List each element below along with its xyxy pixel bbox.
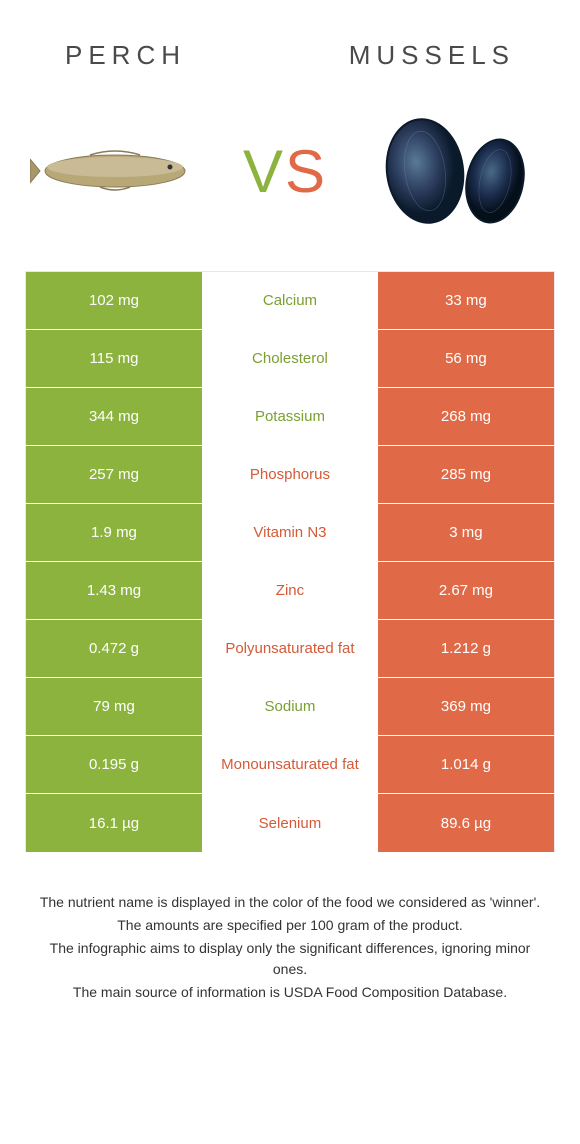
mussels-image	[365, 111, 545, 231]
vs-s: S	[285, 138, 327, 205]
value-left: 1.43 mg	[26, 562, 202, 619]
value-left: 0.195 g	[26, 736, 202, 793]
table-row: 115 mgCholesterol56 mg	[26, 330, 554, 388]
table-row: 0.195 gMonounsaturated fat1.014 g	[26, 736, 554, 794]
vs-label: VS	[243, 137, 327, 206]
title-left: Perch	[65, 40, 186, 71]
footer-line-4: The main source of information is USDA F…	[35, 982, 545, 1003]
table-row: 257 mgPhosphorus285 mg	[26, 446, 554, 504]
nutrient-label: Polyunsaturated fat	[202, 620, 378, 677]
nutrient-label: Monounsaturated fat	[202, 736, 378, 793]
images-row: VS	[25, 101, 555, 271]
nutrient-label: Sodium	[202, 678, 378, 735]
nutrient-label: Potassium	[202, 388, 378, 445]
nutrient-label: Cholesterol	[202, 330, 378, 387]
footer-notes: The nutrient name is displayed in the co…	[25, 892, 555, 1003]
nutrient-table: 102 mgCalcium33 mg115 mgCholesterol56 mg…	[25, 271, 555, 852]
value-left: 102 mg	[26, 272, 202, 329]
table-row: 344 mgPotassium268 mg	[26, 388, 554, 446]
table-row: 1.9 mgVitamin N33 mg	[26, 504, 554, 562]
value-left: 257 mg	[26, 446, 202, 503]
value-right: 2.67 mg	[378, 562, 554, 619]
table-row: 0.472 gPolyunsaturated fat1.212 g	[26, 620, 554, 678]
table-row: 1.43 mgZinc2.67 mg	[26, 562, 554, 620]
value-right: 369 mg	[378, 678, 554, 735]
value-left: 16.1 µg	[26, 794, 202, 852]
table-row: 16.1 µgSelenium89.6 µg	[26, 794, 554, 852]
title-right: Mussels	[349, 40, 515, 71]
nutrient-label: Zinc	[202, 562, 378, 619]
value-right: 285 mg	[378, 446, 554, 503]
nutrient-label: Calcium	[202, 272, 378, 329]
value-left: 79 mg	[26, 678, 202, 735]
vs-v: V	[243, 138, 285, 205]
footer-line-2: The amounts are specified per 100 gram o…	[35, 915, 545, 936]
value-left: 344 mg	[26, 388, 202, 445]
value-right: 3 mg	[378, 504, 554, 561]
table-row: 102 mgCalcium33 mg	[26, 272, 554, 330]
footer-line-1: The nutrient name is displayed in the co…	[35, 892, 545, 913]
perch-image	[25, 111, 205, 231]
table-row: 79 mgSodium369 mg	[26, 678, 554, 736]
footer-line-3: The infographic aims to display only the…	[35, 938, 545, 980]
value-right: 89.6 µg	[378, 794, 554, 852]
value-left: 115 mg	[26, 330, 202, 387]
value-right: 1.212 g	[378, 620, 554, 677]
value-left: 1.9 mg	[26, 504, 202, 561]
value-left: 0.472 g	[26, 620, 202, 677]
nutrient-label: Phosphorus	[202, 446, 378, 503]
value-right: 1.014 g	[378, 736, 554, 793]
titles-row: Perch Mussels	[25, 20, 555, 101]
value-right: 56 mg	[378, 330, 554, 387]
nutrient-label: Vitamin N3	[202, 504, 378, 561]
value-right: 33 mg	[378, 272, 554, 329]
value-right: 268 mg	[378, 388, 554, 445]
nutrient-label: Selenium	[202, 794, 378, 852]
